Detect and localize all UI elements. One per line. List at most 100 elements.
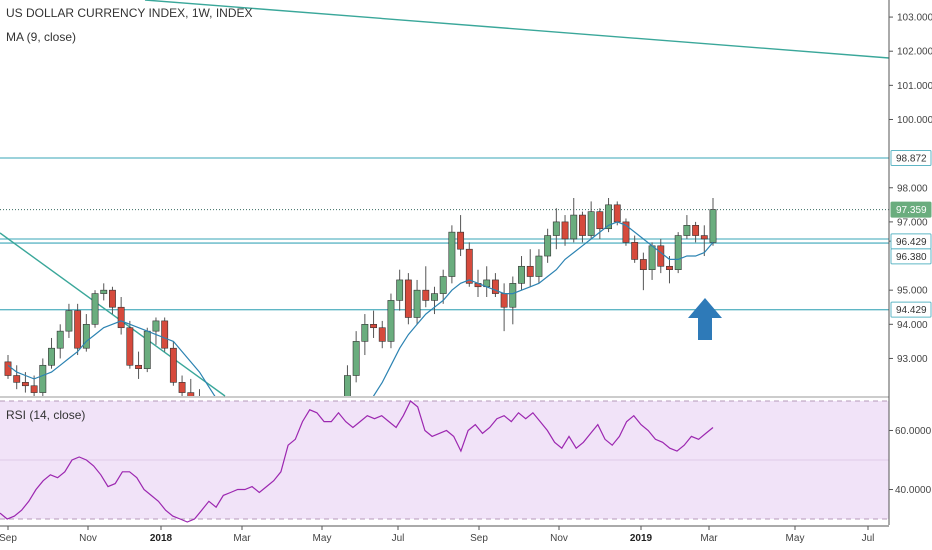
moving-average-line (7, 221, 714, 396)
candle[interactable] (404, 273, 412, 325)
candle-up-body (352, 341, 360, 376)
candle[interactable] (117, 297, 125, 335)
candle[interactable] (187, 378, 195, 410)
time-tick-label: Jul (862, 533, 875, 544)
rsi-polyline (0, 400, 714, 523)
candle[interactable] (387, 293, 395, 349)
candle[interactable] (639, 252, 647, 291)
candle-down-body (161, 320, 169, 349)
price-tick-label: 94.000 (897, 320, 928, 331)
candle[interactable] (161, 317, 169, 352)
candle[interactable] (448, 225, 456, 284)
candle[interactable] (39, 358, 47, 396)
candle-down-body (579, 214, 586, 236)
candle[interactable] (82, 314, 90, 352)
time-tick-label: 2019 (630, 533, 653, 544)
candle[interactable] (683, 215, 691, 239)
candle[interactable] (431, 286, 438, 315)
price-label-text: 97.359 (896, 205, 927, 216)
candle[interactable] (74, 303, 82, 356)
candle[interactable] (143, 327, 151, 373)
candle[interactable] (413, 279, 421, 325)
candle-up-body (344, 375, 351, 396)
candle[interactable] (579, 211, 586, 243)
candle[interactable] (657, 238, 665, 274)
candle-up-body (387, 300, 395, 342)
candle-up-body (683, 225, 691, 236)
candle[interactable] (361, 314, 369, 356)
candle[interactable] (605, 198, 612, 233)
candle-down-body (187, 392, 195, 396)
candle[interactable] (396, 269, 404, 311)
candle-up-body (431, 293, 438, 301)
candle-up-body (396, 279, 404, 301)
price-label: 94.429 (890, 301, 932, 318)
candle[interactable] (48, 337, 55, 369)
candle[interactable] (596, 208, 604, 239)
candle-up-body (518, 265, 525, 284)
candle[interactable] (587, 201, 595, 239)
candle[interactable] (422, 266, 430, 308)
support-resistance-lines (0, 157, 889, 311)
candle-up-body (509, 283, 517, 308)
price-label-box (890, 149, 932, 166)
candle[interactable] (56, 324, 64, 359)
rsi-line (0, 400, 714, 523)
candle[interactable] (344, 365, 351, 420)
candle[interactable] (570, 198, 578, 243)
candle[interactable] (509, 276, 517, 325)
candle-up-body (91, 293, 99, 325)
candle[interactable] (152, 317, 160, 345)
time-tick-label: May (313, 533, 332, 544)
ma-indicator-label[interactable]: MA (9, close) (6, 30, 77, 44)
candle[interactable] (692, 221, 700, 243)
candle-up-body (709, 209, 717, 243)
candle[interactable] (561, 215, 569, 246)
candle[interactable] (352, 331, 360, 383)
candle-down-body (370, 324, 377, 329)
price-tick-label: 102.000 (897, 47, 932, 58)
candle-up-body (65, 310, 73, 332)
candle[interactable] (169, 341, 177, 386)
candle-down-body (666, 265, 673, 270)
candle[interactable] (135, 351, 142, 379)
candle[interactable] (4, 355, 12, 379)
candle-up-body (570, 214, 578, 240)
candle[interactable] (666, 256, 673, 284)
time-tick-label: May (786, 533, 805, 544)
candle-down-body (500, 293, 508, 308)
candle[interactable] (370, 310, 377, 338)
price-label-box (890, 248, 932, 265)
candle[interactable] (457, 215, 465, 257)
candle-down-body (639, 259, 647, 270)
candle[interactable] (552, 208, 560, 250)
candle-down-body (126, 327, 134, 366)
candle[interactable] (126, 320, 134, 369)
time-tick-label: Sep (0, 533, 17, 544)
candle[interactable] (544, 228, 552, 263)
up-arrow-icon (688, 298, 722, 340)
candle[interactable] (518, 256, 525, 291)
candle[interactable] (196, 389, 202, 427)
candle-up-body (82, 324, 90, 349)
price-label: 98.872 (890, 149, 932, 166)
candle[interactable] (100, 283, 108, 301)
candle[interactable] (13, 365, 21, 390)
candle[interactable] (709, 198, 717, 246)
candle[interactable] (65, 303, 73, 338)
candle[interactable] (91, 290, 99, 328)
candle[interactable] (526, 249, 534, 287)
candle[interactable] (109, 286, 116, 315)
candle[interactable] (674, 232, 682, 274)
candle[interactable] (378, 320, 386, 349)
candle[interactable] (631, 235, 639, 263)
candle[interactable] (622, 218, 630, 246)
rsi-indicator-label[interactable]: RSI (14, close) (6, 408, 86, 422)
time-tick-label: Mar (233, 533, 251, 544)
candle[interactable] (178, 375, 186, 403)
candle[interactable] (700, 225, 708, 257)
price-label: 96.429 (890, 233, 932, 250)
candle[interactable] (439, 269, 447, 304)
candle[interactable] (491, 273, 499, 297)
candle[interactable] (535, 249, 543, 284)
